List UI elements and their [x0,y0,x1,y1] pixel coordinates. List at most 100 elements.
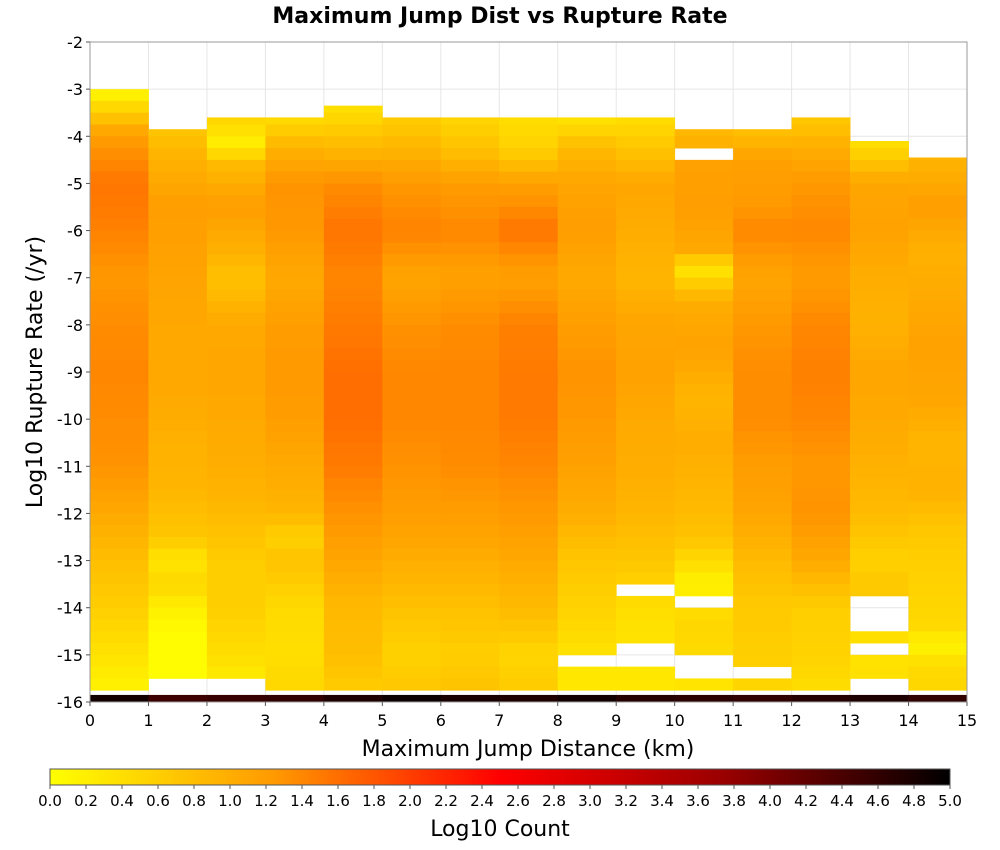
colorbar-tick-label: 5.0 [938,792,962,810]
heatmap-cell [908,560,968,573]
heatmap-cell [265,383,325,396]
heatmap-cell [557,430,617,444]
heatmap-cell [616,430,676,444]
heatmap-cell [382,289,442,302]
heatmap-cell [382,159,442,173]
heatmap-cell [206,407,266,420]
heatmap-cell [323,489,383,503]
heatmap-cell [265,466,325,479]
heatmap-bottom-cell [674,694,734,702]
heatmap-cell [908,159,968,173]
heatmap-cell [616,442,676,455]
heatmap-cell [265,324,325,338]
heatmap-cell [323,595,383,609]
heatmap-cell [733,478,792,491]
heatmap-cell [850,395,909,408]
heatmap-cell [733,678,792,691]
heatmap-cell [90,678,149,691]
x-axis-label: Maximum Jump Distance (km) [362,737,695,762]
heatmap-cell [206,584,266,597]
heatmap-cell [323,254,383,267]
heatmap-bottom-cell [440,694,500,702]
heatmap-cell [616,159,676,173]
heatmap-cell [616,525,676,538]
heatmap-cell [850,336,909,349]
heatmap-cell [440,478,500,491]
heatmap-cell [616,595,676,609]
heatmap-cell [616,466,676,479]
heatmap-cell [733,631,792,644]
heatmap-cell [90,324,149,338]
heatmap-cell [90,548,149,561]
heatmap-cell [440,407,500,420]
heatmap-cell [440,419,500,432]
heatmap-cell [90,442,149,455]
heatmap-cell [908,619,968,632]
heatmap-cell [148,171,208,184]
heatmap-cell [148,383,208,396]
heatmap-cell [148,372,208,385]
heatmap-cell [850,242,909,255]
heatmap-cell [908,407,968,420]
heatmap-cell [440,207,500,220]
heatmap-cell [733,525,792,538]
heatmap-cell [908,584,968,597]
heatmap-cell [206,313,266,326]
heatmap-cell [557,478,617,491]
heatmap-cell [323,478,383,491]
heatmap-cell [440,466,500,479]
heatmap-cell [557,289,617,302]
heatmap-cell [440,595,500,609]
heatmap-cell [90,207,149,220]
heatmap-cell [206,289,266,302]
heatmap-cell [440,654,500,668]
heatmap-cell [206,666,266,679]
heatmap-cell [850,572,909,585]
heatmap-cell [148,207,208,220]
heatmap-cell [733,159,792,173]
heatmap-cell [323,313,383,326]
heatmap-cell [440,383,500,396]
heatmap-cell [148,136,208,149]
heatmap-cell [557,407,617,420]
heatmap-cell [616,372,676,385]
heatmap-cell [440,159,500,173]
heatmap-cell [148,254,208,267]
heatmap-cell [265,430,325,444]
heatmap-cell [557,678,617,691]
heatmap-cell [499,466,559,479]
heatmap-cell [206,254,266,267]
heatmap-cell [148,218,208,231]
heatmap-cell [850,265,909,279]
heatmap-cell [850,141,909,149]
heatmap-cell [90,136,149,149]
heatmap-cell [557,560,617,573]
heatmap-cell [499,207,559,220]
heatmap-cell [908,607,968,620]
heatmap-cell [148,348,208,361]
x-tick-label: 14 [898,711,918,730]
heatmap-cell [733,230,792,243]
heatmap-cell [90,159,149,173]
heatmap-cell [382,501,442,514]
colorbar-tick-label: 0.0 [38,792,62,810]
heatmap-cell [499,572,559,585]
heatmap-cell [733,489,792,503]
x-tick-label: 15 [957,711,977,730]
heatmap-cell [90,430,149,444]
heatmap-cell [791,148,851,161]
heatmap-cell [323,454,383,467]
heatmap-cell [148,619,208,632]
x-tick-label: 5 [377,711,387,730]
heatmap-cell [382,242,442,255]
heatmap-cell [382,537,442,550]
heatmap-cell [323,136,383,149]
heatmap-bottom-cell [148,694,208,702]
y-tick-label: -8 [67,316,83,335]
heatmap-cell [90,513,149,526]
heatmap-cell [90,336,149,349]
heatmap-cell [908,666,968,679]
heatmap-cell [791,631,851,644]
heatmap-cell [499,619,559,632]
heatmap-cell [382,584,442,597]
